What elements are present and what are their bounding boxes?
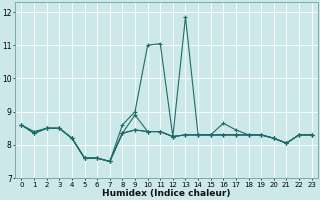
- X-axis label: Humidex (Indice chaleur): Humidex (Indice chaleur): [102, 189, 231, 198]
